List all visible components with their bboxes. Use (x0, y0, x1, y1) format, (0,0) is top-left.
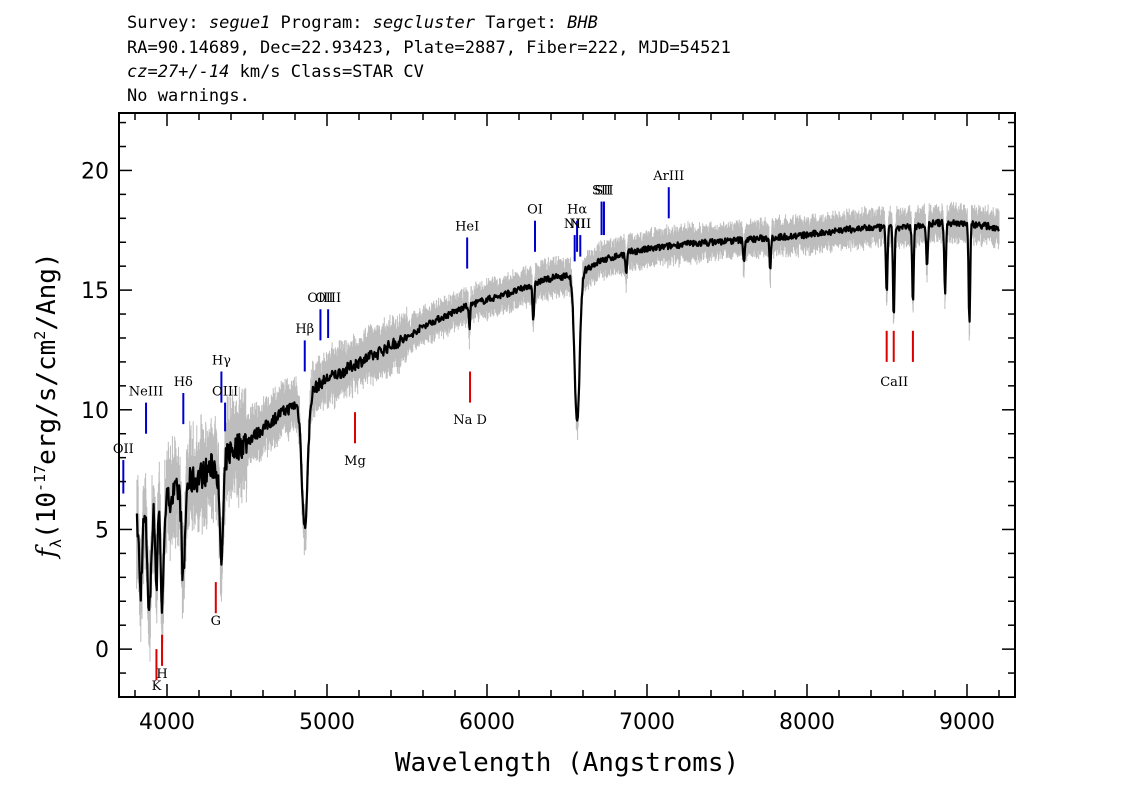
y-tick-label: 10 (81, 399, 109, 424)
axis-ticks: 4000 5000 6000 7000 8000 9000 0 5 10 15 20 (81, 113, 1015, 735)
absorption-line-label-3: Mg (344, 454, 366, 469)
emission-line-label-11: Hα (567, 203, 587, 218)
emission-line-label-9: OI (527, 203, 543, 218)
cz-value: cz=27+/-14 (127, 62, 230, 82)
y-axis-text-c: /Ang) (32, 252, 62, 330)
spectral-line-markers: OIINeIIIHδHγOIIIHβOIIIOIIIHeIOINIIHαNIIS… (113, 169, 914, 694)
survey-label: Survey: (127, 13, 209, 33)
absorption-line-label-0: K (152, 679, 162, 694)
emission-line-label-4: OIII (212, 384, 238, 399)
x-tick-label: 7000 (619, 710, 675, 735)
y-axis-label: fλ(10-17erg/s/cm2/Ang) (31, 252, 65, 559)
y-axis-text-b: erg/s/cm (32, 340, 62, 465)
emission-line-label-1: NeIII (129, 384, 163, 399)
emission-line-label-8: HeI (455, 219, 479, 234)
absorption-line-label-1: H (156, 667, 167, 682)
flux-error-band (136, 201, 1000, 662)
emission-line-label-6: OIII (307, 291, 333, 306)
absorption-line-label-2: G (211, 614, 221, 629)
absorption-line-label-4: Na D (453, 413, 487, 428)
y-tick-label: 15 (81, 279, 109, 304)
target-label: Target: (475, 13, 568, 33)
x-tick-label: 4000 (139, 710, 195, 735)
emission-line-label-7: OIII (315, 291, 341, 306)
emission-line-label-3: Hγ (212, 353, 231, 368)
flux-line (135, 218, 1000, 614)
header-line-3: cz=27+/-14 km/s Class=STAR CV (127, 64, 424, 81)
y-tick-label: 20 (81, 159, 109, 184)
header-line-2: RA=90.14689, Dec=22.93423, Plate=2887, F… (127, 38, 731, 58)
caii-line-label: CaII (880, 375, 908, 390)
emission-line-label-13: SII (592, 183, 611, 198)
emission-line-label-2: Hδ (174, 375, 193, 390)
header-line-4: No warnings. (127, 86, 250, 106)
x-tick-label: 5000 (299, 710, 355, 735)
error-band (136, 201, 1000, 662)
y-tick-label: 5 (95, 518, 109, 543)
emission-line-label-10: NII (564, 217, 586, 232)
program-label: Program: (270, 13, 373, 33)
flux-series (135, 218, 1000, 614)
y-axis-exp2: 2 (31, 331, 49, 340)
header-line-1: Survey: segue1 Program: segcluster Targe… (127, 15, 598, 32)
x-tick-label: 8000 (779, 710, 835, 735)
plot-frame (118, 112, 1016, 698)
y-axis-text-a: (10 (32, 492, 62, 539)
survey-value: segue1 (208, 13, 271, 33)
y-axis-sub: λ (47, 539, 65, 548)
emission-line-label-12: NII (569, 217, 591, 232)
emission-line-label-5: Hβ (295, 322, 314, 337)
class-text: km/s Class=STAR CV (229, 62, 424, 82)
x-tick-label: 6000 (459, 710, 515, 735)
x-tick-label: 9000 (939, 710, 995, 735)
emission-line-label-0: OII (113, 442, 134, 457)
x-axis-label: Wavelength (Angstroms) (395, 748, 739, 778)
program-value: segcluster (372, 13, 476, 33)
emission-line-label-14: SII (594, 183, 613, 198)
y-tick-label: 0 (95, 638, 109, 663)
y-axis-exp1: -17 (31, 465, 49, 492)
target-value: BHB (567, 13, 598, 33)
emission-line-label-15: ArIII (652, 169, 684, 184)
